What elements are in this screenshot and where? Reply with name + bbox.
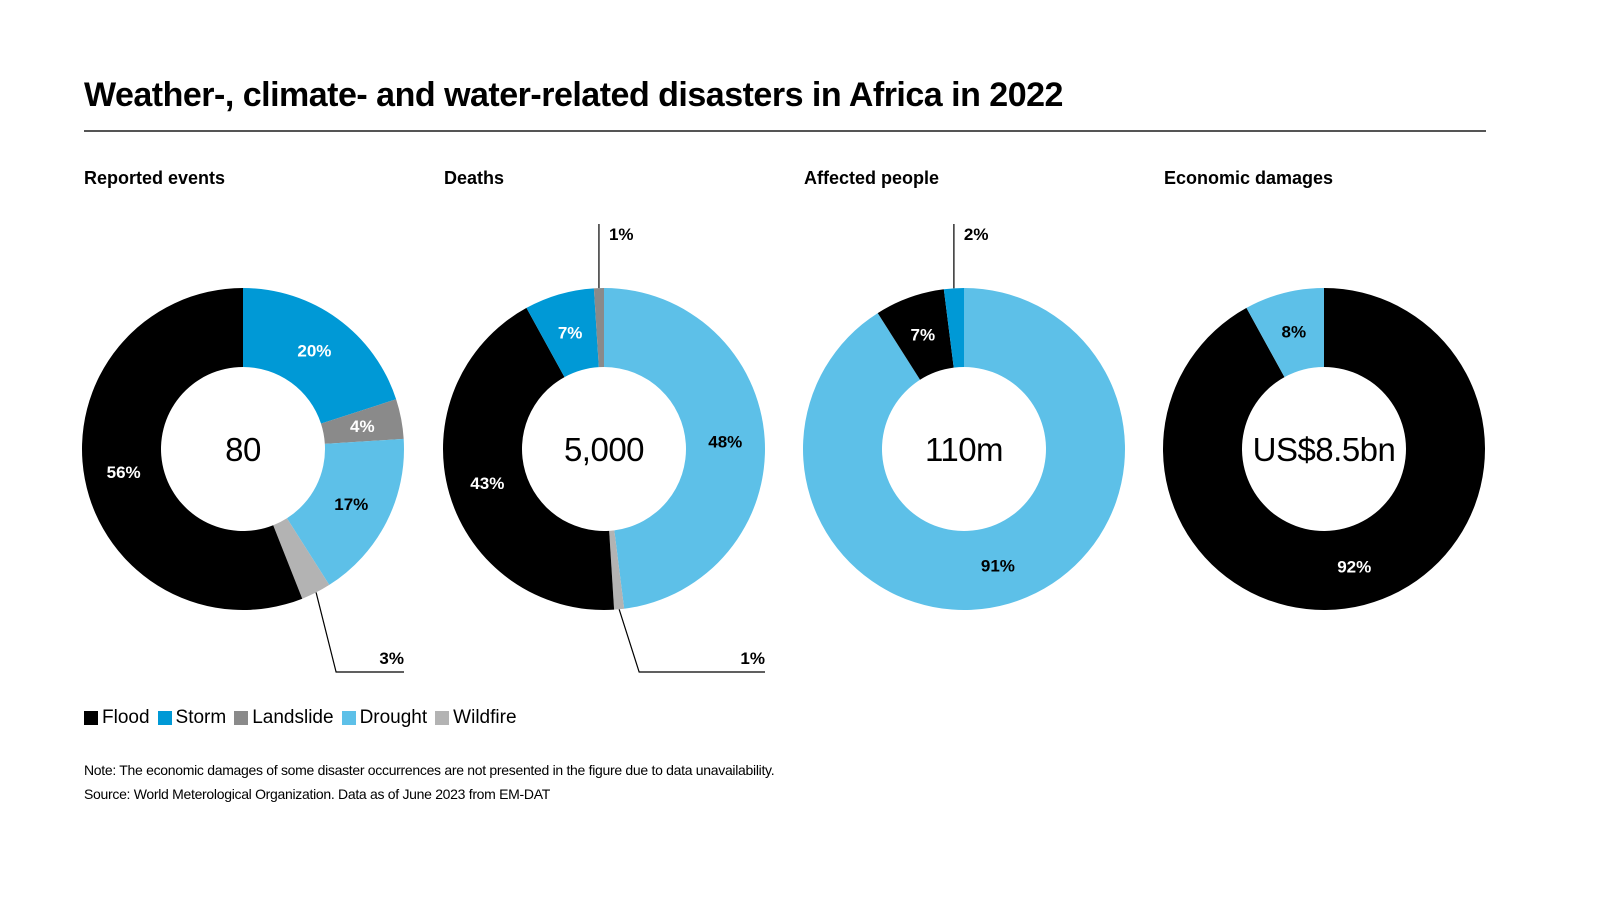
donut-charts: 20% 4% 17% 3% 56% 80 48% 1% 43% 7% 1% 5,000 91% 7% 2% 1…	[82, 224, 1485, 673]
slice-label-storm: 20%	[297, 342, 331, 361]
legend-label: Wildfire	[453, 707, 517, 728]
legend-swatch	[84, 711, 98, 725]
center-total-label: 80	[225, 431, 261, 468]
panel-title-deaths: Deaths	[444, 168, 505, 188]
slice-storm	[526, 288, 599, 378]
legend-item-landslide: Landslide	[234, 707, 334, 729]
panel-title-economic-damages: Economic damages	[1164, 168, 1334, 188]
slice-label-landslide: 4%	[350, 417, 375, 436]
slice-landslide	[320, 399, 404, 444]
legend-swatch	[234, 711, 249, 725]
slice-wildfire	[273, 518, 330, 599]
center-total-label: 110m	[925, 431, 1003, 468]
slice-label-drought: 8%	[1281, 322, 1306, 341]
chart-title: Weather-, climate- and water-related dis…	[84, 76, 1063, 114]
legend: Flood Storm Landslide Drought Wildfire	[84, 707, 525, 729]
callout-label-landslide: 1%	[609, 225, 634, 244]
callout-line	[315, 592, 404, 673]
slice-drought	[1246, 288, 1324, 378]
legend-label: Drought	[359, 707, 428, 728]
callout-label-wildfire: 3%	[379, 649, 404, 668]
slice-flood	[82, 288, 303, 610]
center-total-label: US$8.5bn	[1253, 431, 1396, 468]
legend-item-storm: Storm	[157, 707, 227, 729]
slice-landslide	[593, 288, 604, 368]
slice-label-flood: 7%	[911, 326, 936, 345]
legend-item-flood: Flood	[84, 707, 150, 729]
legend-item-drought: Drought	[341, 707, 428, 729]
callout-line	[618, 609, 765, 673]
source-text: Source: World Meterological Organization…	[84, 786, 550, 802]
slice-flood	[877, 289, 954, 380]
donut-economic-damages: 92% 8% US$8.5bn	[1162, 288, 1485, 610]
slice-label-flood: 43%	[470, 474, 504, 493]
slice-label-storm: 7%	[558, 323, 583, 342]
legend-label: Landslide	[252, 707, 334, 728]
legend-label: Storm	[175, 707, 227, 728]
slice-label-drought: 91%	[981, 557, 1015, 576]
slice-wildfire	[609, 530, 625, 610]
slice-flood	[1162, 288, 1485, 610]
callout-label-wildfire: 1%	[740, 649, 765, 668]
donut-deaths: 48% 1% 43% 7% 1% 5,000	[443, 224, 766, 673]
slice-storm	[943, 288, 964, 368]
panel-title-affected-people: Affected people	[804, 168, 940, 188]
legend-item-wildfire: Wildfire	[435, 707, 517, 729]
legend-swatch	[341, 711, 356, 725]
title-divider	[84, 130, 1486, 132]
panel-title-reported-events: Reported events	[84, 168, 226, 188]
slice-label-drought: 17%	[334, 495, 368, 514]
center-total-label: 5,000	[564, 431, 644, 468]
donut-reported-events: 20% 4% 17% 3% 56% 80	[82, 288, 404, 673]
legend-swatch	[435, 711, 450, 725]
slice-label-flood: 56%	[107, 463, 141, 482]
legend-label: Flood	[102, 707, 150, 728]
donut-affected-people: 91% 7% 2% 110m	[803, 224, 1126, 610]
slice-label-drought: 48%	[708, 432, 742, 451]
slice-drought	[604, 288, 766, 609]
slice-flood	[443, 307, 615, 610]
slice-storm	[243, 288, 397, 424]
legend-swatch	[157, 711, 172, 725]
slice-drought	[286, 438, 404, 585]
callout-label-storm: 2%	[964, 225, 989, 244]
note-text: Note: The economic damages of some disas…	[84, 762, 775, 778]
slice-label-flood: 92%	[1337, 558, 1371, 577]
slice-drought	[803, 288, 1126, 610]
